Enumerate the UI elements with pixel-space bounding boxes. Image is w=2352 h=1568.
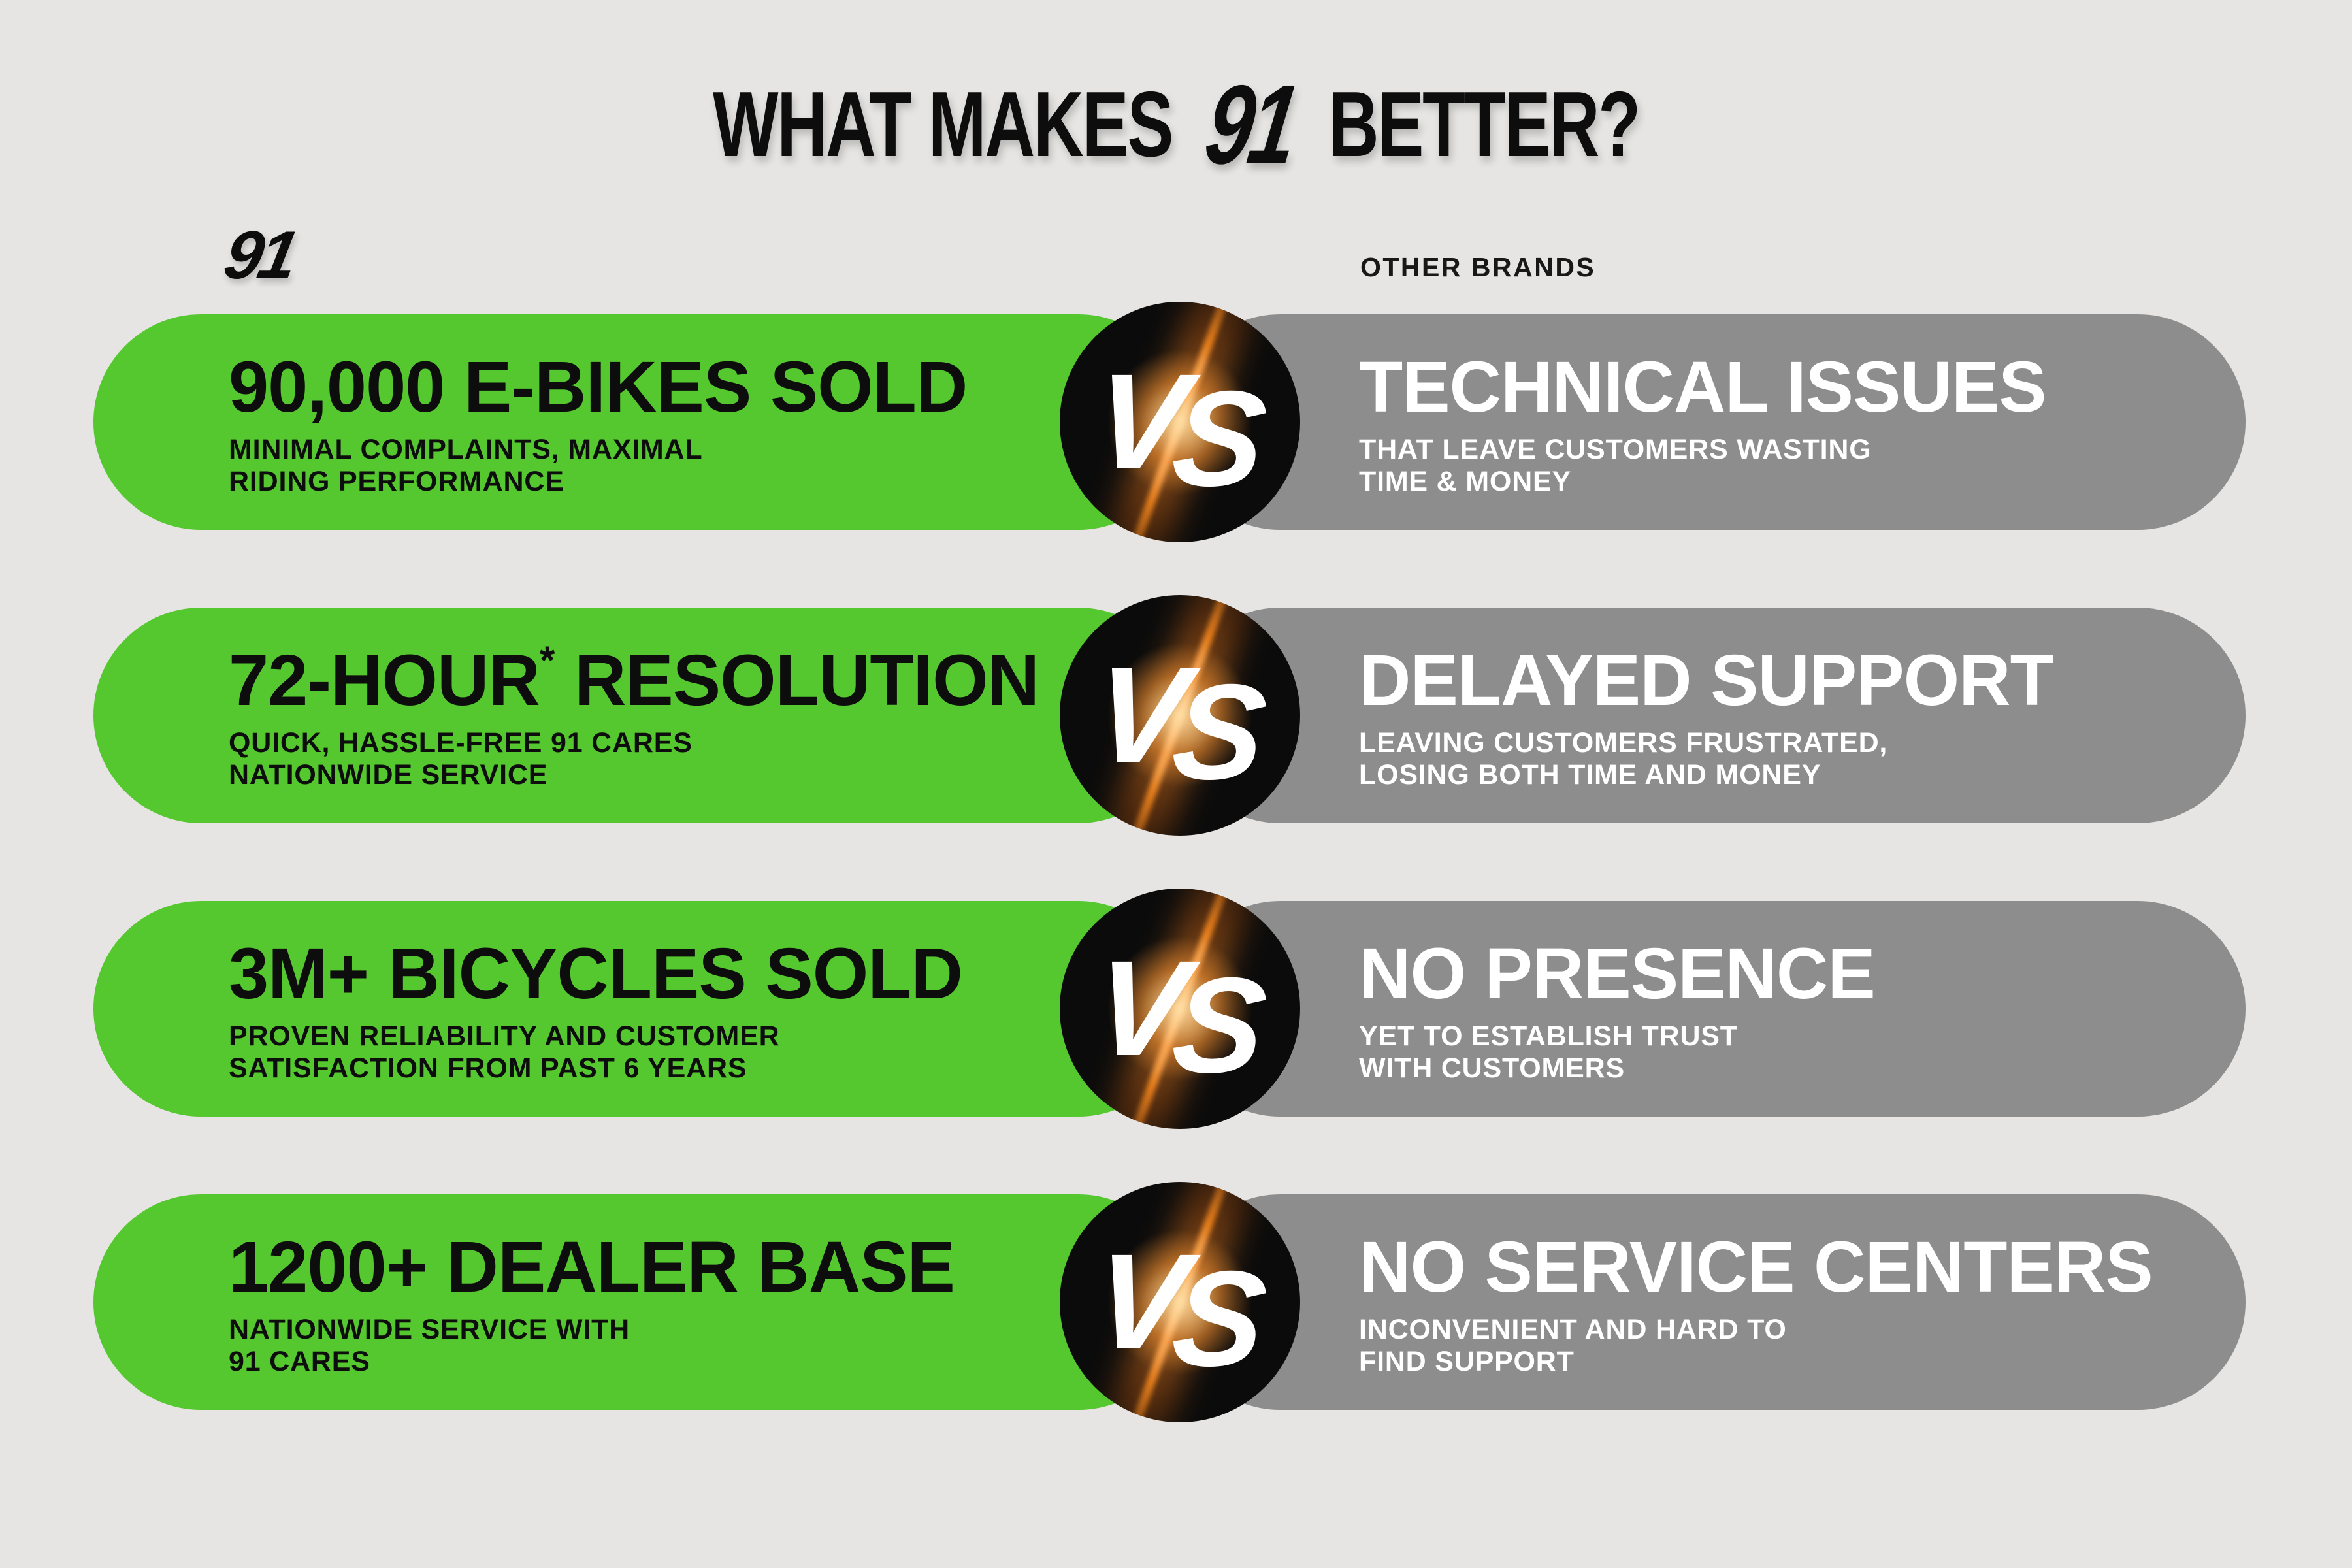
competitor-subtext: THAT LEAVE CUSTOMERS WASTING TIME & MONE…: [1359, 434, 2154, 497]
competitor-subtext-line: THAT LEAVE CUSTOMERS WASTING: [1359, 433, 1872, 465]
competitor-subtext-line: TIME & MONEY: [1359, 465, 1571, 497]
competitor-subtext: LEAVING CUSTOMERS FRUSTRATED, LOSING BOT…: [1359, 727, 2154, 791]
advantage-subtext-line: QUICK, HASSLE-FREE 91 CARES: [229, 727, 693, 759]
vs-letter-v: V: [1088, 346, 1184, 498]
vs-letter-s: S: [1166, 657, 1263, 808]
advantage-heading: 3M+ BICYCLES SOLD: [229, 934, 1107, 1010]
vs-letter-s: S: [1166, 1243, 1263, 1395]
vs-badge: V S: [1060, 889, 1300, 1129]
advantage-heading-asterisk: *: [539, 637, 555, 682]
vs-letter-v: V: [1088, 1226, 1184, 1378]
competitor-heading: NO PRESENCE: [1359, 934, 2154, 1010]
advantage-subtext-line: 91 CARES: [229, 1345, 370, 1377]
competitor-subtext-line: YET TO ESTABLISH TRUST: [1359, 1020, 1738, 1052]
competitor-subtext: YET TO ESTABLISH TRUST WITH CUSTOMERS: [1359, 1021, 2154, 1084]
comparison-row: 3M+ BICYCLES SOLD PROVEN RELIABILITY AND…: [0, 889, 2352, 1129]
advantage-subtext-line: PROVEN RELIABILITY AND CUSTOMER: [229, 1020, 780, 1052]
competitor-subtext-line: WITH CUSTOMERS: [1359, 1052, 1625, 1084]
vs-light-hotspot: [1105, 1227, 1255, 1377]
comparison-row: 90,000 E-BIKES SOLD MINIMAL COMPLAINTS, …: [0, 302, 2352, 542]
other-brands-label: OTHER BRANDS: [1360, 252, 1596, 282]
competitor-pill: TECHNICAL ISSUES THAT LEAVE CUSTOMERS WA…: [1173, 314, 2246, 530]
competitor-subtext-line: LEAVING CUSTOMERS FRUSTRATED,: [1359, 727, 1888, 759]
advantage-subtext: NATIONWIDE SERVICE WITH 91 CARES: [229, 1314, 1107, 1377]
comparison-row: 1200+ DEALER BASE NATIONWIDE SERVICE WIT…: [0, 1182, 2352, 1422]
advantage-pill: 90,000 E-BIKES SOLD MINIMAL COMPLAINTS, …: [93, 314, 1186, 530]
advantage-heading: 72-HOUR* RESOLUTION: [229, 640, 1107, 717]
advantage-subtext: QUICK, HASSLE-FREE 91 CARES NATIONWIDE S…: [229, 727, 1107, 791]
competitor-heading: NO SERVICE CENTERS: [1359, 1227, 2154, 1303]
advantage-subtext-line: SATISFACTION FROM PAST 6 YEARS: [229, 1052, 747, 1084]
main-title-post: BETTER?: [1328, 73, 1641, 176]
advantage-heading-text: 1200+ DEALER BASE: [229, 1226, 955, 1307]
vs-light-hotspot: [1105, 640, 1255, 791]
advantage-pill: 72-HOUR* RESOLUTION QUICK, HASSLE-FREE 9…: [93, 608, 1186, 823]
advantage-subtext-line: RIDING PERFORMANCE: [229, 465, 564, 497]
vs-letter-v: V: [1088, 933, 1184, 1085]
vs-letter-v: V: [1088, 640, 1184, 791]
vs-badge: V S: [1060, 1182, 1300, 1422]
main-title-pre: WHAT MAKES: [712, 73, 1173, 176]
advantage-pill: 3M+ BICYCLES SOLD PROVEN RELIABILITY AND…: [93, 901, 1186, 1117]
vs-light-hotspot: [1105, 934, 1255, 1084]
competitor-pill: NO PRESENCE YET TO ESTABLISH TRUST WITH …: [1173, 901, 2246, 1117]
competitor-subtext-line: LOSING BOTH TIME AND MONEY: [1359, 759, 1821, 791]
competitor-heading: TECHNICAL ISSUES: [1359, 347, 2154, 423]
advantage-subtext: PROVEN RELIABILITY AND CUSTOMER SATISFAC…: [229, 1021, 1107, 1084]
vs-letter-s: S: [1166, 950, 1263, 1102]
competitor-subtext-line: FIND SUPPORT: [1359, 1345, 1575, 1377]
competitor-heading: DELAYED SUPPORT: [1359, 640, 2154, 717]
advantage-heading: 90,000 E-BIKES SOLD: [229, 347, 1107, 423]
vs-label: V S: [1088, 346, 1263, 515]
comparison-row: 72-HOUR* RESOLUTION QUICK, HASSLE-FREE 9…: [0, 595, 2352, 836]
vs-light-hotspot: [1105, 347, 1255, 497]
competitor-heading-text: NO PRESENCE: [1359, 933, 1876, 1014]
vs-badge: V S: [1060, 595, 1300, 836]
vs-label: V S: [1088, 1226, 1263, 1395]
advantage-heading: 1200+ DEALER BASE: [229, 1227, 1107, 1303]
advantage-subtext: MINIMAL COMPLAINTS, MAXIMAL RIDING PERFO…: [229, 434, 1107, 497]
advantage-heading-text: 3M+ BICYCLES SOLD: [229, 933, 963, 1014]
main-title: WHAT MAKES 91 BETTER?: [294, 60, 2058, 189]
competitor-pill: DELAYED SUPPORT LEAVING CUSTOMERS FRUSTR…: [1173, 608, 2246, 823]
advantage-subtext-line: MINIMAL COMPLAINTS, MAXIMAL: [229, 433, 703, 465]
advantage-subtext-line: NATIONWIDE SERVICE WITH: [229, 1313, 630, 1345]
advantage-heading-text: 90,000 E-BIKES SOLD: [229, 346, 968, 427]
competitor-subtext-line: INCONVENIENT AND HARD TO: [1359, 1313, 1787, 1345]
advantage-subtext-line: NATIONWIDE SERVICE: [229, 759, 548, 791]
advantage-heading-text: 72-HOUR: [229, 640, 540, 721]
competitor-subtext: INCONVENIENT AND HARD TO FIND SUPPORT: [1359, 1314, 2154, 1377]
competitor-heading-text: DELAYED SUPPORT: [1359, 640, 2054, 721]
vs-letter-s: S: [1166, 363, 1263, 515]
vs-badge: V S: [1060, 302, 1300, 542]
advantage-pill: 1200+ DEALER BASE NATIONWIDE SERVICE WIT…: [93, 1194, 1186, 1410]
competitor-heading-text: TECHNICAL ISSUES: [1359, 346, 2047, 427]
competitor-heading-text: NO SERVICE CENTERS: [1359, 1226, 2153, 1307]
advantage-heading-tail: RESOLUTION: [555, 640, 1039, 721]
competitor-pill: NO SERVICE CENTERS INCONVENIENT AND HARD…: [1173, 1194, 2246, 1410]
vs-label: V S: [1088, 640, 1263, 808]
vs-label: V S: [1088, 933, 1263, 1102]
